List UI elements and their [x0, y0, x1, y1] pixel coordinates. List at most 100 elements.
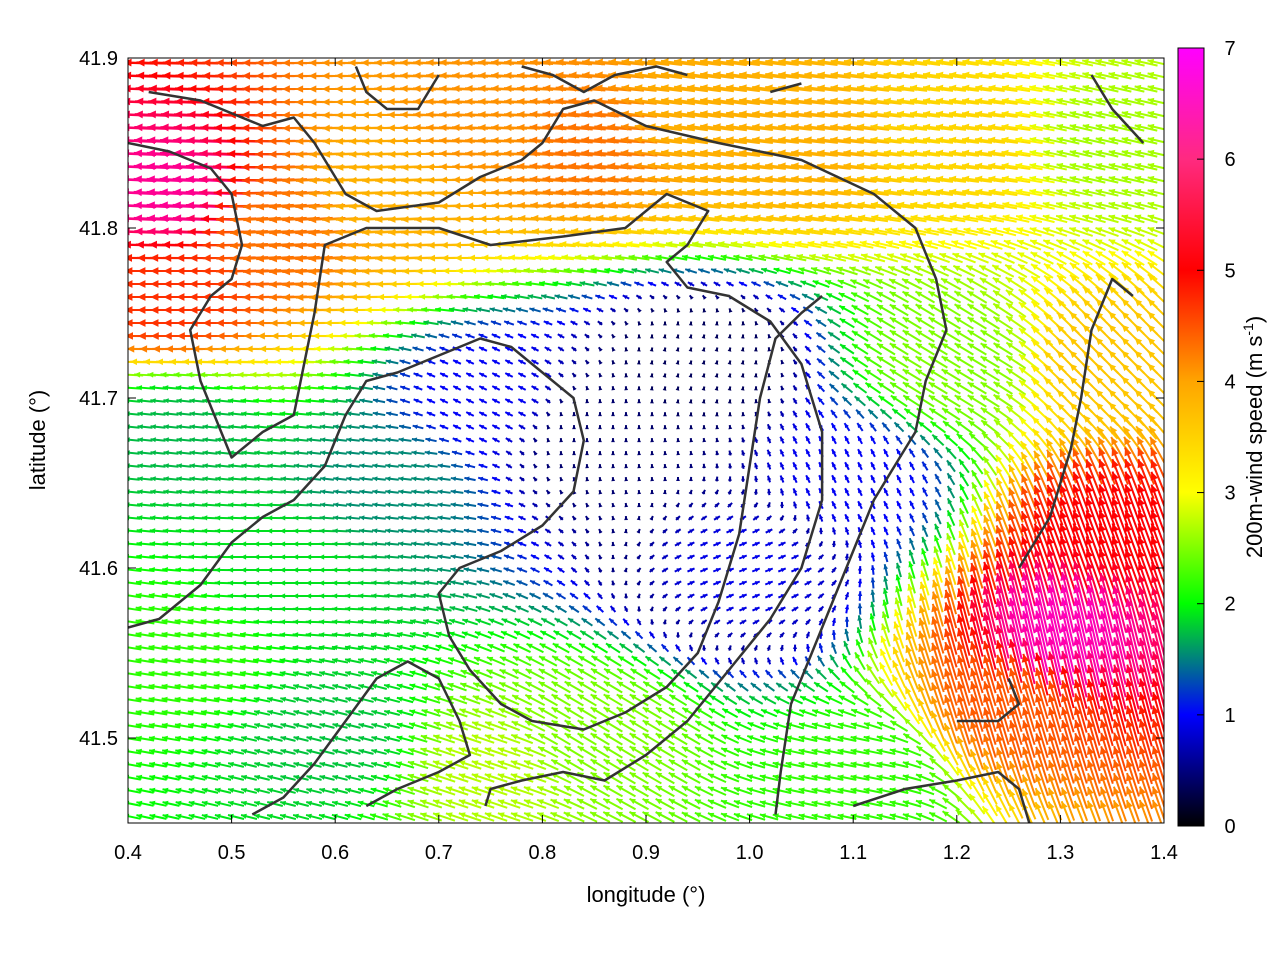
wind-arrow [1134, 123, 1158, 132]
wind-arrow [1042, 58, 1068, 67]
wind-arrow [896, 97, 928, 105]
wind-arrow [1069, 84, 1093, 93]
wind-arrow [949, 71, 979, 79]
colorbar-label-main: 200m-wind speed (m s [1242, 336, 1267, 559]
wind-arrow [1095, 136, 1119, 145]
x-tick-label: 0.9 [632, 842, 660, 864]
wind-arrow [896, 136, 928, 144]
y-tick-label: 41.6 [79, 558, 118, 580]
wind-arrow [1108, 97, 1132, 106]
wind-arrow [988, 97, 1018, 105]
y-tick-label: 41.9 [79, 48, 118, 70]
wind-arrow [935, 71, 967, 79]
wind-arrow [870, 71, 902, 79]
wind-arrow [1147, 110, 1164, 118]
wind-arrow [1108, 71, 1132, 80]
wind-arrow [1082, 110, 1106, 119]
wind-arrow [948, 110, 980, 118]
wind-arrow [1001, 71, 1031, 80]
x-tick-label: 0.7 [425, 842, 453, 864]
wind-arrow [935, 123, 967, 131]
colorbar-label-sup: -1 [1240, 323, 1256, 336]
wind-arrow [961, 110, 993, 118]
wind-arrow [1121, 136, 1145, 145]
wind-arrow [974, 110, 1006, 118]
wind-arrow [1029, 110, 1055, 119]
wind-arrow [843, 84, 877, 92]
x-tick-label: 1.0 [736, 842, 764, 864]
wind-arrow [909, 123, 941, 131]
wind-arrow [909, 97, 941, 105]
wind-arrow [1095, 71, 1119, 80]
wind-arrow [974, 123, 1006, 131]
x-tick-label: 1.1 [839, 842, 867, 864]
wind-arrow [988, 110, 1018, 118]
wind-arrow [1108, 136, 1132, 145]
wind-arrow [896, 123, 928, 131]
wind-arrow [1069, 71, 1093, 80]
wind-arrow [1001, 97, 1031, 106]
wind-arrow [1147, 58, 1164, 66]
wind-arrow [883, 136, 915, 144]
wind-arrow [883, 123, 915, 131]
wind-arrow [1134, 97, 1158, 106]
wind-arrow [1029, 97, 1055, 106]
wind-arrow [948, 123, 980, 131]
wind-arrow [870, 84, 902, 92]
x-tick-label: 0.8 [528, 842, 556, 864]
wind-arrow [1001, 84, 1031, 93]
wind-arrow [856, 97, 890, 105]
wind-vectors [128, 58, 1164, 823]
y-tick-label: 41.5 [79, 728, 118, 750]
colorbar-tick-label: 2 [1224, 594, 1235, 616]
wind-arrow [935, 84, 967, 92]
wind-arrow [1015, 71, 1043, 80]
x-tick-label: 1.3 [1046, 842, 1074, 864]
wind-arrow [922, 71, 954, 79]
wind-arrow [1042, 110, 1068, 119]
wind-arrow [1028, 58, 1056, 67]
wind-arrow [896, 84, 928, 92]
colorbar-tick-label: 5 [1224, 260, 1235, 282]
wind-arrow [987, 136, 1019, 144]
wind-arrow [896, 110, 928, 118]
wind-arrow [870, 123, 902, 131]
wind-arrow [1055, 84, 1081, 93]
wind-arrow [1095, 123, 1119, 132]
wind-arrow [1055, 71, 1081, 80]
wind-arrow [1108, 58, 1132, 67]
wind-arrow [909, 84, 941, 92]
wind-arrow [922, 97, 954, 105]
wind-arrow [1001, 123, 1031, 131]
wind-arrow [1108, 123, 1132, 132]
wind-arrow [883, 58, 915, 66]
colorbar-tick-label: 7 [1224, 38, 1235, 60]
wind-arrow [883, 110, 915, 118]
wind-arrow [1121, 97, 1145, 106]
wind-arrow [1121, 58, 1145, 67]
wind-arrow [1015, 84, 1043, 93]
colorbar-label-end: ) [1242, 316, 1267, 323]
wind-arrow [1121, 84, 1145, 93]
wind-arrow [922, 136, 954, 144]
wind-arrow [936, 58, 966, 66]
wind-arrow [1134, 71, 1158, 80]
colorbar-tick-label: 0 [1224, 816, 1235, 838]
wind-arrow [935, 110, 967, 118]
wind-arrow [883, 84, 915, 92]
wind-arrow [935, 136, 967, 144]
wind-arrow [1147, 84, 1164, 92]
wind-arrow [1029, 84, 1055, 93]
colorbar-tick-label: 3 [1224, 483, 1235, 505]
wind-arrow [909, 136, 941, 144]
wind-arrow [975, 71, 1005, 80]
wind-arrow [988, 123, 1018, 131]
wind-arrow [1082, 71, 1106, 80]
wind-arrow [935, 97, 967, 105]
wind-arrow [857, 58, 889, 66]
wind-arrow [1015, 110, 1043, 119]
wind-arrow [883, 97, 915, 105]
wind-arrow [1029, 123, 1055, 132]
wind-arrow [1121, 71, 1145, 80]
wind-arrow [1069, 97, 1093, 106]
